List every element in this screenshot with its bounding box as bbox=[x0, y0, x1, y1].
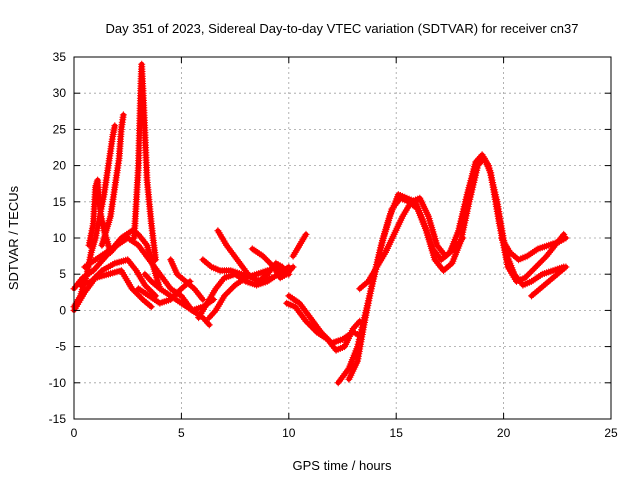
x-tick-label: 20 bbox=[497, 426, 511, 440]
y-tick-label: -15 bbox=[49, 412, 67, 426]
series-track-16 bbox=[248, 245, 297, 282]
y-tick-label: 20 bbox=[53, 159, 67, 173]
plus-markers bbox=[345, 151, 568, 383]
plus-markers bbox=[248, 245, 297, 282]
y-tick-label: 5 bbox=[59, 267, 66, 281]
plus-markers bbox=[334, 154, 568, 387]
x-tick-label: 5 bbox=[178, 426, 185, 440]
series-band bbox=[346, 152, 567, 382]
y-tick-label: 0 bbox=[59, 303, 66, 317]
y-axis-title: SDTVAR / TECUs bbox=[6, 185, 21, 290]
plus-markers bbox=[81, 234, 213, 329]
y-tick-label: 10 bbox=[53, 231, 67, 245]
series-track-22 bbox=[356, 194, 467, 293]
y-tick-label: -10 bbox=[49, 376, 67, 390]
y-tick-label: -5 bbox=[55, 340, 66, 354]
plus-markers bbox=[356, 194, 467, 293]
plus-markers bbox=[134, 277, 194, 307]
series-track-7 bbox=[76, 256, 160, 300]
series-track-3 bbox=[98, 111, 127, 249]
y-tick-label: 35 bbox=[53, 50, 67, 64]
plus-markers bbox=[289, 230, 310, 260]
plus-markers bbox=[76, 256, 160, 300]
axis-ticks: 0 5 10 15 20 25 -15 -10 -5 0 5 10 15 20 25 30 35 bbox=[49, 50, 618, 440]
plus-markers bbox=[528, 263, 570, 300]
series-track-20 bbox=[334, 154, 568, 387]
y-tick-label: 15 bbox=[53, 195, 67, 209]
x-tick-label: 25 bbox=[604, 426, 618, 440]
series-track-11 bbox=[134, 277, 194, 307]
series-track-23 bbox=[498, 234, 570, 264]
x-tick-label: 10 bbox=[282, 426, 296, 440]
y-tick-label: 30 bbox=[53, 86, 67, 100]
plus-markers bbox=[498, 234, 570, 264]
series-track-19 bbox=[283, 299, 364, 354]
plus-markers bbox=[130, 60, 160, 264]
chart-title: Day 351 of 2023, Sidereal Day-to-day VTE… bbox=[105, 21, 578, 36]
x-axis-title: GPS time / hours bbox=[293, 458, 392, 473]
y-tick-label: 25 bbox=[53, 122, 67, 136]
plus-markers bbox=[98, 111, 127, 249]
series-track-9 bbox=[141, 270, 218, 314]
data-tracks bbox=[70, 60, 570, 387]
series-track-24 bbox=[528, 263, 570, 300]
x-tick-label: 0 bbox=[71, 426, 78, 440]
series-track-17 bbox=[289, 230, 310, 260]
series-track-21 bbox=[345, 151, 568, 383]
x-tick-label: 15 bbox=[390, 426, 404, 440]
series-track-4 bbox=[130, 60, 160, 264]
plus-markers bbox=[283, 299, 364, 354]
